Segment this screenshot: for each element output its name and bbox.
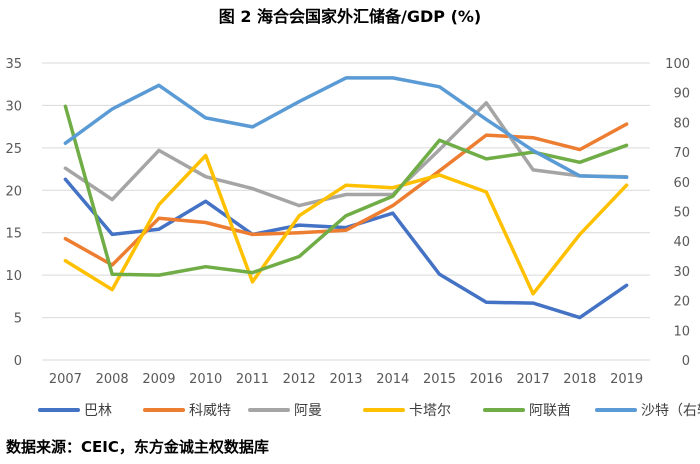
series-line-0 [63,177,629,320]
right-tick-label: 70 [673,146,690,161]
legend-label: 阿曼 [294,403,322,419]
right-tick-label: 10 [673,324,690,339]
right-tick-label: 40 [673,235,690,250]
legend-label: 阿联酋 [529,402,571,419]
legend-label: 沙特（右轴） [641,403,700,419]
left-tick-label: 20 [5,184,22,199]
left-tick-label: 5 [14,312,22,327]
legend-label: 卡塔尔 [409,403,451,419]
left-tick-label: 10 [5,269,22,284]
legend-label: 科威特 [189,403,231,419]
x-tick-label: 2009 [142,372,175,387]
x-tick-label: 2008 [96,372,129,387]
right-tick-label: 30 [673,265,690,280]
x-tick-label: 2015 [423,372,456,387]
right-tick-label: 20 [673,295,690,310]
x-tick-label: 2010 [189,372,222,387]
x-tick-label: 2013 [329,372,362,387]
x-tick-label: 2007 [49,372,82,387]
x-tick-label: 2012 [283,372,316,387]
source-note: 数据来源：CEIC，东方金诚主权数据库 [6,438,269,456]
right-tick-label: 100 [665,57,690,72]
legend: 巴林 科威特 阿曼 卡塔尔 阿联酋 沙特（右轴） [38,402,700,419]
right-tick-label: 0 [682,354,690,369]
series-line-5 [63,76,629,180]
right-tick-label: 90 [673,87,690,102]
x-tick-label: 2017 [517,372,550,387]
left-y-axis: 0 5 10 15 20 25 30 35 [5,57,22,369]
chart-title: 图 2 海合会国家外汇储备/GDP (%) [219,7,482,26]
legend-label: 巴林 [84,403,112,419]
gridlines [42,62,650,361]
series-lines [63,76,629,320]
series-line-2 [63,101,629,208]
right-tick-label: 80 [673,116,690,131]
left-tick-label: 30 [5,99,22,114]
x-tick-label: 2011 [236,372,269,387]
x-axis: 2007 2008 2009 2010 2011 2012 2013 2014 2015 2016… [49,372,643,387]
series-line-1 [63,122,629,267]
right-tick-label: 60 [673,176,690,191]
left-tick-label: 35 [5,57,22,72]
x-tick-label: 2016 [470,372,503,387]
right-y-axis: 0 10 20 30 40 50 60 70 80 90 100 [665,57,690,369]
left-tick-label: 0 [14,354,22,369]
x-tick-label: 2018 [563,372,596,387]
right-tick-label: 50 [673,206,690,221]
left-tick-label: 15 [5,227,22,242]
x-tick-label: 2014 [376,372,409,387]
left-tick-label: 25 [5,142,22,157]
series-line-3 [63,153,629,296]
x-tick-label: 2019 [610,372,643,387]
